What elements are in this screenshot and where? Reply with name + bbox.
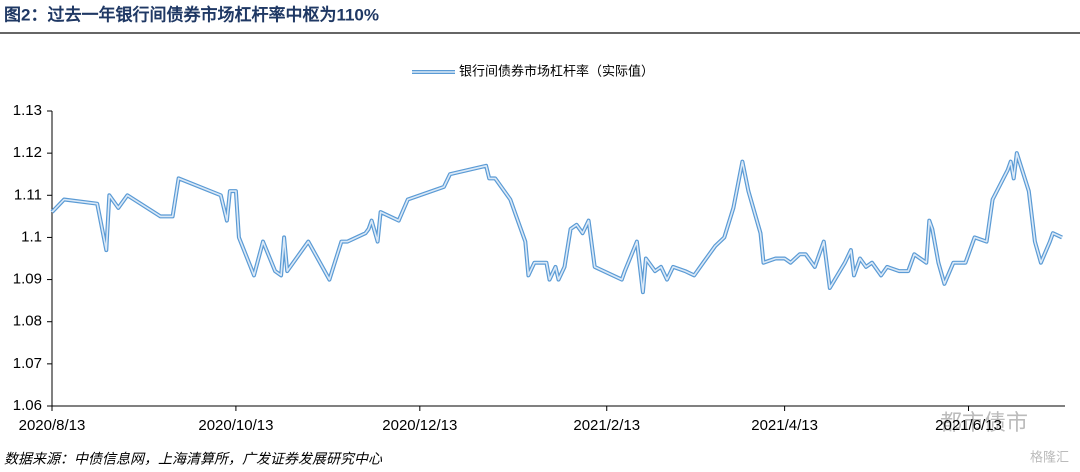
watermark: 格隆汇 <box>1030 449 1069 464</box>
legend-label: 银行间债券市场杠杆率（实际值） <box>459 63 654 78</box>
x-tick-label: 2020/12/13 <box>382 417 457 434</box>
y-tick-label: 1.11 <box>14 186 42 203</box>
y-tick-label: 1.07 <box>13 355 42 372</box>
source-note: 数据来源：中债信息网，上海清算所，广发证券发展研究中心 <box>4 451 383 467</box>
x-tick-label: 2021/2/13 <box>573 417 640 434</box>
watermark: 都市债市 <box>940 410 1028 435</box>
y-tick-label: 1.06 <box>13 397 42 414</box>
y-tick-label: 1.13 <box>13 102 42 119</box>
y-tick-label: 1.12 <box>13 144 42 161</box>
x-tick-label: 2021/4/13 <box>751 417 818 434</box>
x-tick-label: 2020/8/13 <box>19 417 86 434</box>
x-tick-label: 2021/6/13 <box>935 417 1002 434</box>
chart-title: 图2：过去一年银行间债券市场杠杆率中枢为110% <box>4 4 379 24</box>
x-tick-label: 2020/10/13 <box>198 417 273 434</box>
series-line <box>51 152 1063 293</box>
y-tick-label: 1.08 <box>13 313 42 330</box>
y-tick-label: 1.1 <box>21 228 42 245</box>
y-tick-label: 1.09 <box>13 271 42 288</box>
